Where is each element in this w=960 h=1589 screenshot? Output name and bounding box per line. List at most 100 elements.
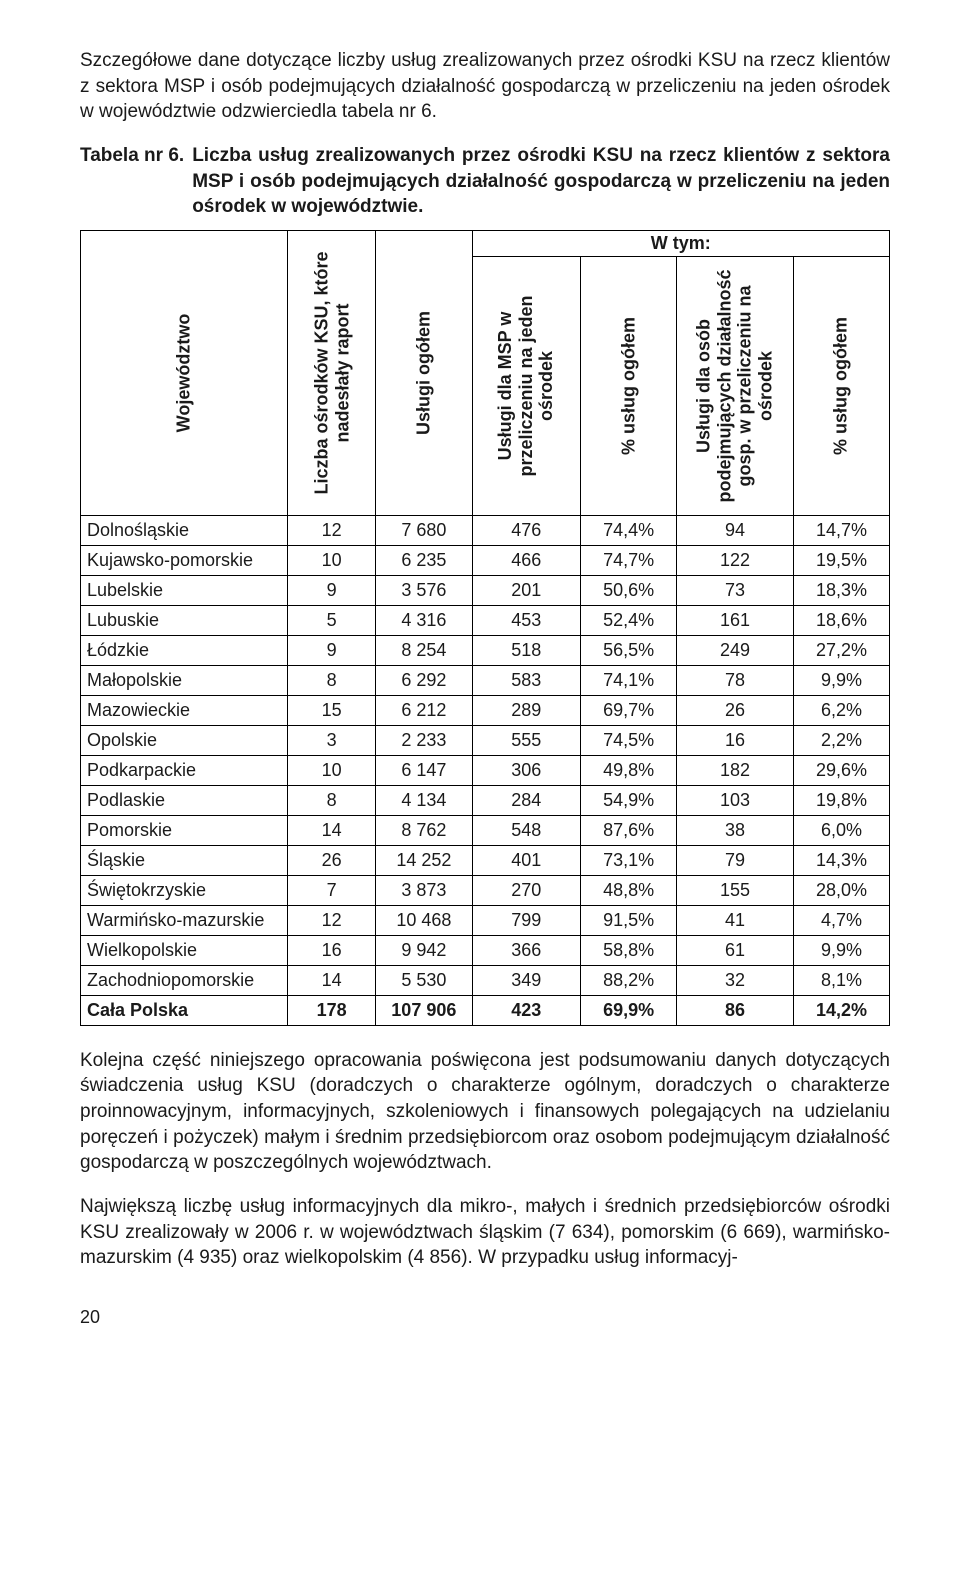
- table-cell: 29,6%: [793, 755, 889, 785]
- col-header-pct1: % usług ogółem: [581, 256, 677, 515]
- table-row: Mazowieckie156 21228969,7%266,2%: [81, 695, 890, 725]
- table-cell: 583: [472, 665, 581, 695]
- table-cell: 28,0%: [793, 875, 889, 905]
- table-cell: 548: [472, 815, 581, 845]
- table-cell: 18,6%: [793, 605, 889, 635]
- table-cell: 182: [677, 755, 794, 785]
- table-cell: Pomorskie: [81, 815, 288, 845]
- table-cell: 155: [677, 875, 794, 905]
- table-cell: Lubuskie: [81, 605, 288, 635]
- table-cell: 8: [288, 785, 376, 815]
- table-cell: 16: [677, 725, 794, 755]
- table-cell: 270: [472, 875, 581, 905]
- table-row: Zachodniopomorskie145 53034988,2%328,1%: [81, 965, 890, 995]
- table-cell: 58,8%: [581, 935, 677, 965]
- table-cell: 8 762: [376, 815, 472, 845]
- table-cell: 69,7%: [581, 695, 677, 725]
- table-cell: 9,9%: [793, 935, 889, 965]
- table-cell: 32: [677, 965, 794, 995]
- outro-paragraph-1: Kolejna część niniejszego opracowania po…: [80, 1048, 890, 1176]
- table-cell: 14,2%: [793, 995, 889, 1025]
- col-header-pct2: % usług ogółem: [793, 256, 889, 515]
- table-cell: 423: [472, 995, 581, 1025]
- table-row: Wielkopolskie169 94236658,8%619,9%: [81, 935, 890, 965]
- table-cell: 74,4%: [581, 515, 677, 545]
- table-cell: 14: [288, 815, 376, 845]
- table-cell: 284: [472, 785, 581, 815]
- table-cell: Lubelskie: [81, 575, 288, 605]
- table-cell: 74,7%: [581, 545, 677, 575]
- table-cell: 19,5%: [793, 545, 889, 575]
- col-header-liczba-osrodkow: Liczba ośrodków KSU, które nadesłały rap…: [288, 230, 376, 515]
- table-cell: 79: [677, 845, 794, 875]
- page-number: 20: [80, 1307, 890, 1328]
- table-cell: Łódzkie: [81, 635, 288, 665]
- table-cell: 69,9%: [581, 995, 677, 1025]
- table-cell: 289: [472, 695, 581, 725]
- table-cell: 27,2%: [793, 635, 889, 665]
- table-cell: 476: [472, 515, 581, 545]
- table-cell: 26: [677, 695, 794, 725]
- table-cell: 8,1%: [793, 965, 889, 995]
- table-cell: 366: [472, 935, 581, 965]
- table-cell: 5 530: [376, 965, 472, 995]
- table-cell: 9: [288, 575, 376, 605]
- table-cell: 122: [677, 545, 794, 575]
- table-cell: 91,5%: [581, 905, 677, 935]
- table-caption-label: Tabela nr 6.: [80, 143, 192, 220]
- table-cell: 74,1%: [581, 665, 677, 695]
- table-cell: 2 233: [376, 725, 472, 755]
- table-cell: 49,8%: [581, 755, 677, 785]
- table-cell: Opolskie: [81, 725, 288, 755]
- table-cell: 12: [288, 905, 376, 935]
- table-cell: Cała Polska: [81, 995, 288, 1025]
- table-cell: Kujawsko-pomorskie: [81, 545, 288, 575]
- table-cell: 18,3%: [793, 575, 889, 605]
- table-cell: 14 252: [376, 845, 472, 875]
- table-cell: 4 316: [376, 605, 472, 635]
- table-cell: 94: [677, 515, 794, 545]
- table-cell: Podkarpackie: [81, 755, 288, 785]
- intro-paragraph: Szczegółowe dane dotyczące liczby usług …: [80, 48, 890, 125]
- table-cell: 3: [288, 725, 376, 755]
- table-cell: 5: [288, 605, 376, 635]
- col-header-wojewodztwo: Województwo: [81, 230, 288, 515]
- table-cell: Zachodniopomorskie: [81, 965, 288, 995]
- col-header-uslugi-osoby: Usługi dla osób podejmujących działalnoś…: [677, 256, 794, 515]
- table-cell: 6 212: [376, 695, 472, 725]
- table-row: Śląskie2614 25240173,1%7914,3%: [81, 845, 890, 875]
- table-cell: 38: [677, 815, 794, 845]
- table-cell: 19,8%: [793, 785, 889, 815]
- table-caption-text: Liczba usług zrealizowanych przez ośrodk…: [192, 143, 890, 220]
- table-row: Pomorskie148 76254887,6%386,0%: [81, 815, 890, 845]
- table-cell: 54,9%: [581, 785, 677, 815]
- table-row: Świętokrzyskie73 87327048,8%15528,0%: [81, 875, 890, 905]
- table-cell: 466: [472, 545, 581, 575]
- table-cell: 401: [472, 845, 581, 875]
- table-cell: Świętokrzyskie: [81, 875, 288, 905]
- table-cell: 15: [288, 695, 376, 725]
- table-cell: 61: [677, 935, 794, 965]
- table-cell: 103: [677, 785, 794, 815]
- table-cell: Małopolskie: [81, 665, 288, 695]
- table-cell: 41: [677, 905, 794, 935]
- table-cell: Wielkopolskie: [81, 935, 288, 965]
- table-cell: 88,2%: [581, 965, 677, 995]
- table-row: Cała Polska178107 90642369,9%8614,2%: [81, 995, 890, 1025]
- table-cell: Podlaskie: [81, 785, 288, 815]
- table-cell: 6,0%: [793, 815, 889, 845]
- table-cell: 7: [288, 875, 376, 905]
- table-cell: 306: [472, 755, 581, 785]
- table-cell: 10: [288, 545, 376, 575]
- table-cell: 178: [288, 995, 376, 1025]
- table-cell: 87,6%: [581, 815, 677, 845]
- table-cell: 6 147: [376, 755, 472, 785]
- table-row: Lubuskie54 31645352,4%16118,6%: [81, 605, 890, 635]
- table-cell: 3 873: [376, 875, 472, 905]
- data-table: Województwo Liczba ośrodków KSU, które n…: [80, 230, 890, 1026]
- table-cell: 6,2%: [793, 695, 889, 725]
- table-head: Województwo Liczba ośrodków KSU, które n…: [81, 230, 890, 515]
- table-cell: 16: [288, 935, 376, 965]
- table-cell: 86: [677, 995, 794, 1025]
- table-cell: 56,5%: [581, 635, 677, 665]
